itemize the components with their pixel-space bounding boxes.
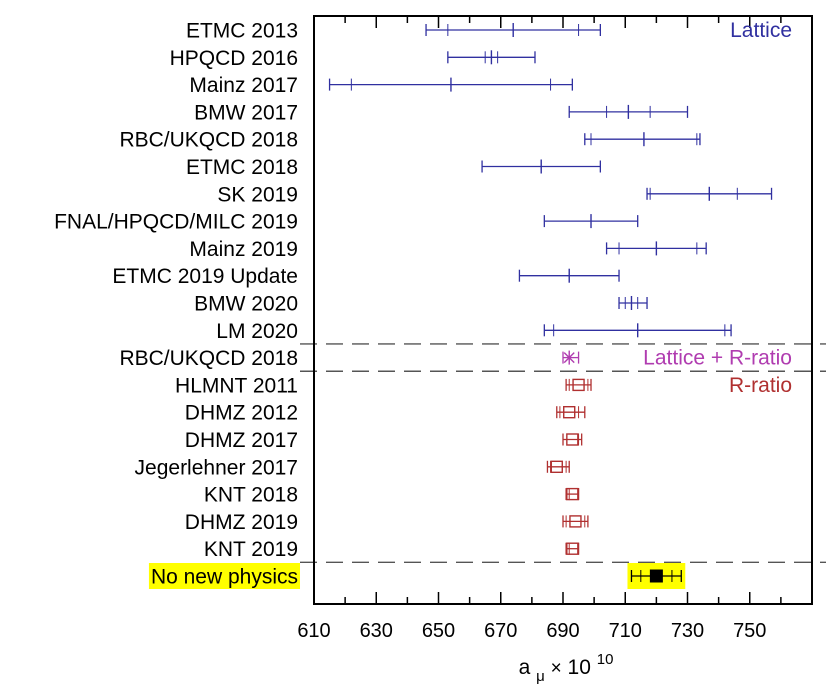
row-label: SK 2019: [217, 183, 298, 206]
central-value-mark: [566, 433, 579, 446]
x-tick-label: 690: [546, 620, 579, 642]
x-tick-label: 630: [360, 620, 393, 642]
row-label: DHMZ 2012: [185, 402, 298, 425]
row-label-layer: ETMC 2013 HPQCD 2016 Mainz 2017 BMW 2017 RBC…: [54, 20, 298, 589]
row-label: BMW 2017: [194, 101, 298, 124]
group-label-lattice-rratio: Lattice + R-ratio: [643, 347, 792, 370]
row-label: DHMZ 2019: [185, 511, 298, 534]
x-tick-label: 710: [609, 620, 642, 642]
x-tick-label: 750: [733, 620, 766, 642]
row-label: Jegerlehner 2017: [135, 456, 298, 479]
central-value-mark: [566, 487, 579, 501]
row-label: Mainz 2019: [189, 238, 298, 261]
row-label: DHMZ 2017: [185, 429, 298, 452]
x-axis-label-times: ×: [551, 658, 562, 679]
x-axis-label-base: a: [519, 656, 531, 679]
x-tick-layer: 610 630 650 670 690 710 730 750: [297, 16, 813, 642]
central-value-mark: [550, 460, 563, 473]
row-label: BMW 2020: [194, 293, 298, 316]
central-value-mark: [563, 406, 576, 419]
central-value-mark: [566, 542, 579, 555]
row-label: ETMC 2019 Update: [112, 265, 298, 288]
row-label: ETMC 2013: [186, 20, 298, 43]
x-axis-label-pow-exp: 10: [597, 651, 614, 668]
row-label: Mainz 2017: [189, 74, 298, 97]
central-value-mark: [569, 515, 582, 528]
row-label: RBC/UKQCD 2018: [119, 347, 298, 370]
row-label: HLMNT 2011: [175, 374, 298, 397]
x-axis-label-pow-base: 10: [568, 656, 591, 679]
group-label-lattice: Lattice: [730, 19, 792, 42]
error-bar-layer: [328, 23, 773, 583]
x-tick-label: 650: [422, 620, 455, 642]
group-divider-layer: [300, 343, 826, 564]
row-label: KNT 2019: [204, 538, 298, 561]
row-label: LM 2020: [216, 320, 298, 343]
row-label: RBC/UKQCD 2018: [119, 129, 298, 152]
group-label-rratio: R-ratio: [729, 374, 792, 397]
row-label: FNAL/HPQCD/MILC 2019: [54, 211, 298, 234]
row-label: KNT 2018: [204, 484, 298, 507]
group-label-layer: Lattice Lattice + R-ratio R-ratio: [643, 19, 792, 397]
x-tick-label: 730: [671, 620, 704, 642]
central-value-mark: [572, 378, 585, 392]
x-tick-label: 670: [484, 620, 517, 642]
row-label-highlight: [148, 563, 300, 589]
x-axis-label: a μ × 10 10: [519, 651, 614, 686]
x-tick-label: 610: [297, 620, 330, 642]
row-label: HPQCD 2016: [170, 47, 298, 70]
central-value-mark: [649, 569, 663, 583]
x-axis-label-sub: μ: [536, 668, 545, 685]
row-label: No new physics: [151, 566, 298, 589]
row-label: ETMC 2018: [186, 156, 298, 179]
